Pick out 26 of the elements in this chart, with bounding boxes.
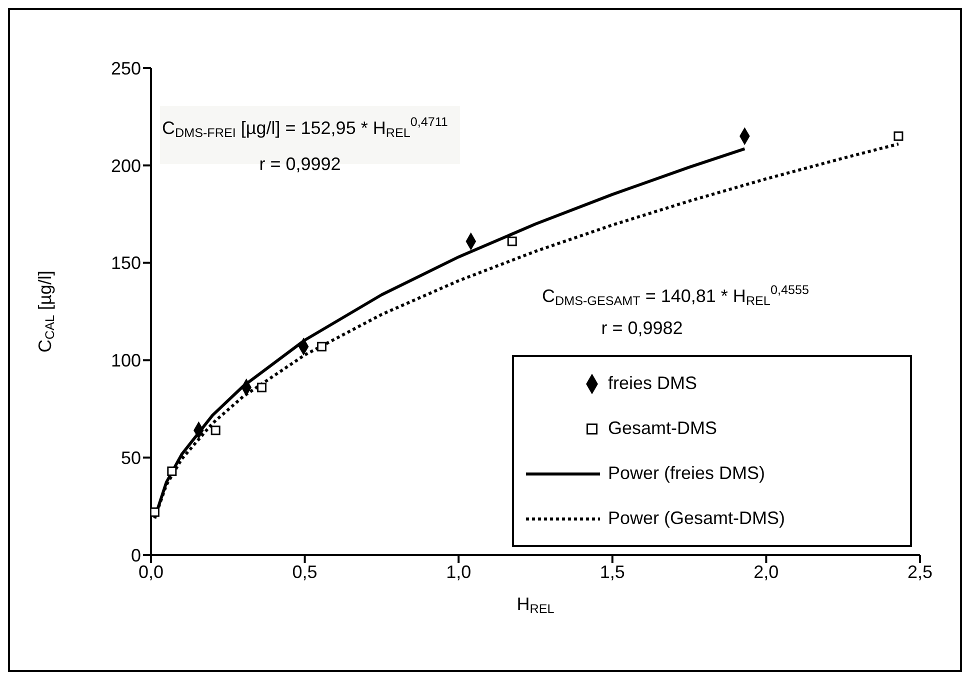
point [894,131,904,141]
y-tick-label: 100 [110,350,141,371]
y-tick-label: 200 [110,156,141,176]
legend-label: freies DMS [608,373,698,394]
legend-label: Gesamt-DMS [608,418,718,439]
annotation: r = 0,9992 [259,154,341,174]
x-tick-label: 1,0 [446,562,472,582]
y-tick-label: 150 [110,253,141,274]
point [210,426,220,436]
legend-label: Power (Gesamt-DMS) [608,508,786,529]
x-tick-label: 2,5 [907,562,933,582]
y-tick-label: 50 [120,448,141,468]
x-axis-title: H$_{REL}$ [516,594,554,616]
point [316,342,326,352]
point [507,236,517,246]
point [151,507,160,517]
x-tick-label: 0,0 [138,562,164,582]
point [167,466,177,476]
y-tick-label: 250 [110,58,141,78]
x-tick-label: 0,5 [292,562,318,582]
legend-label: Power (freies DMS) [608,463,766,484]
point [256,382,266,392]
x-tick-label: 1,5 [600,562,625,582]
y-tick-label: 0 [130,545,141,566]
x-tick-label: 2,0 [754,562,779,582]
annotation: r = 0,9982 [601,318,683,338]
